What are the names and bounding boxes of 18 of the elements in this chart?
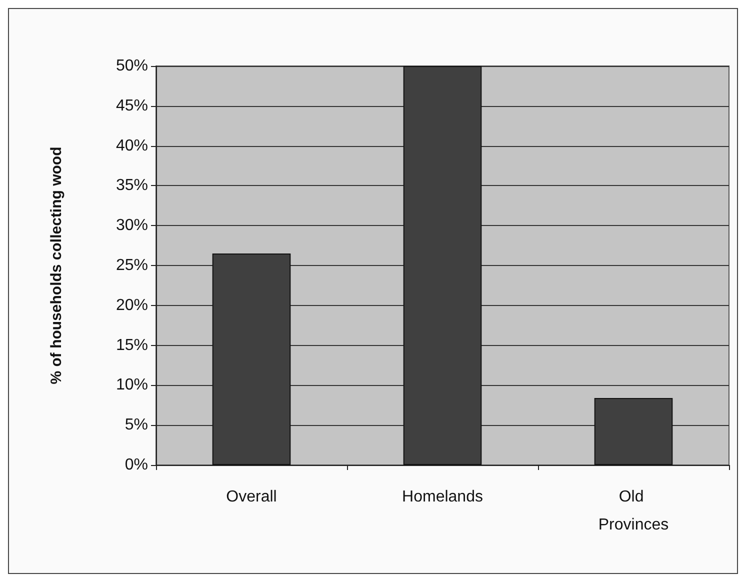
y-tick-label: 45% (116, 97, 148, 114)
y-tick-label: 35% (116, 177, 148, 194)
y-tick-label: 20% (116, 296, 148, 314)
bar (403, 66, 482, 465)
y-tick-label: 5% (124, 416, 148, 434)
y-tick-label: 40% (116, 137, 148, 154)
y-tick-label: 10% (116, 376, 148, 394)
y-tick-label: 25% (116, 257, 148, 274)
y-tick-label: 50% (116, 58, 148, 74)
x-tick-label: Homelands (402, 488, 483, 506)
x-tick-label: Overall (226, 488, 277, 506)
y-tick-label: 30% (116, 217, 148, 234)
bar (594, 398, 673, 465)
bar (212, 254, 291, 465)
y-axis-title: % of households collecting wood (48, 146, 65, 384)
x-tick-label: Old Provinces (598, 488, 669, 534)
y-tick-label: 15% (116, 336, 148, 354)
y-tick-label: 0% (124, 456, 148, 474)
